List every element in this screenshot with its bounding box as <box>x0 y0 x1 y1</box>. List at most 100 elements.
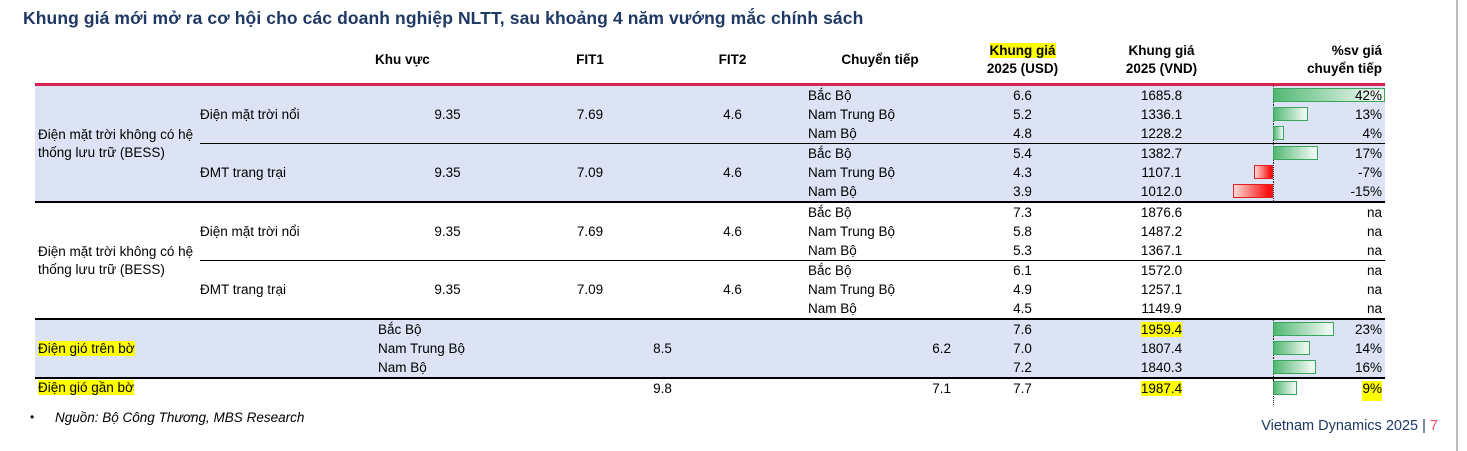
header-usd-line2: 2025 (USD) <box>986 60 1059 76</box>
vnd-value: 1107.1 <box>1141 165 1182 180</box>
region-cell: Nam Trung Bộ <box>378 341 466 356</box>
usd-value-cell: 7.3 <box>1013 205 1032 220</box>
pct-value: 13% <box>1354 107 1382 122</box>
subtype-label: ĐMT trang trại <box>200 165 287 180</box>
group-label-cell: Điện gió trên bờ <box>35 319 375 379</box>
pct-axis-line <box>1273 163 1274 182</box>
vnd-value: 1367.1 <box>1140 243 1183 258</box>
subtype-label: Điện mặt trời nổi <box>200 224 300 239</box>
vnd-value-cell: 1685.8 <box>1090 85 1233 106</box>
pct-bar-cell: -7% <box>1233 163 1385 182</box>
header-vnd-line1: Khung giá <box>1128 42 1195 58</box>
fit2-value-cell: 7.69 <box>520 84 660 144</box>
pct-value: 42% <box>1354 88 1382 103</box>
subtype-label-cell: ĐMT trang trại <box>200 260 375 320</box>
subtype-label: Điện mặt trời nổi <box>200 107 300 122</box>
vnd-value: 1257.1 <box>1140 282 1183 297</box>
pct-bar-cell: na <box>1233 299 1385 320</box>
usd-value-cell: 5.8 <box>1013 224 1032 239</box>
fit-merged-value-cell: 9.8 <box>653 381 672 396</box>
vnd-value: 1382.7 <box>1140 146 1183 161</box>
fit1-value-cell: 9.35 <box>375 260 520 320</box>
slide-right-border <box>1456 0 1458 451</box>
vnd-value: 1987.4 <box>1140 381 1183 396</box>
pct-bar-cell: na <box>1233 280 1385 299</box>
pct-bar-cell: na <box>1233 202 1385 222</box>
vnd-value: 1876.6 <box>1140 205 1183 220</box>
vnd-value: 1685.8 <box>1140 88 1183 103</box>
bullet-icon: • <box>30 410 35 424</box>
region-cell: Nam Bộ <box>805 124 955 144</box>
header-chuyen-tiep: Chuyển tiếp <box>805 36 955 86</box>
pct-bar-cell: 14% <box>1233 339 1385 358</box>
group-label-cell: Điện gió gần bờ <box>35 378 375 405</box>
header-group-spacer <box>35 36 200 86</box>
subtype-label-cell: ĐMT trang trại <box>200 143 375 203</box>
region-cell: Nam Trung Bộ <box>808 165 896 180</box>
usd-value-cell: 7.2 <box>955 358 1090 379</box>
region-cell: Bắc Bộ <box>808 88 852 103</box>
source-note: • Nguồn: Bộ Công Thương, MBS Research <box>30 410 304 425</box>
vnd-value: 1572.0 <box>1140 263 1183 278</box>
header-subtype-spacer <box>200 36 375 86</box>
table-row: Nam Trung Bộ 4.9 1257.1 na <box>35 280 1385 299</box>
usd-value-cell: 3.9 <box>955 182 1090 203</box>
transition-value-cell: 4.6 <box>660 143 805 203</box>
fit1-value-cell: 9.35 <box>375 202 520 261</box>
usd-value-cell: 7.7 <box>1013 381 1032 396</box>
header-vnd-line2: 2025 (VND) <box>1125 60 1198 76</box>
subtype-label-cell: Điện mặt trời nổi <box>200 84 375 144</box>
vnd-value-cell: 1840.3 <box>1090 358 1233 379</box>
vnd-value: 1336.1 <box>1140 107 1183 122</box>
vnd-value-cell: 1807.4 <box>1090 339 1233 358</box>
pct-data-bar <box>1254 165 1273 179</box>
pct-value: na <box>1366 205 1382 220</box>
pct-bar-cell: 16% <box>1233 358 1385 379</box>
vnd-value-cell: 1367.1 <box>1090 241 1233 261</box>
fit1-value-cell: 9.35 <box>375 143 520 203</box>
table-row: Điện mặt trời không có hệ thống lưu trữ … <box>35 202 1385 320</box>
vnd-value: 1840.3 <box>1140 360 1183 375</box>
pct-data-bar <box>1273 360 1316 374</box>
vnd-value-cell: 1487.2 <box>1090 222 1233 241</box>
pct-value: 17% <box>1354 146 1382 161</box>
region-cell: Nam Trung Bộ <box>808 224 896 239</box>
region-cell: Nam Bộ <box>805 241 955 261</box>
pct-bar-cell: 42% <box>1233 85 1385 105</box>
transition-value-cell: 4.6 <box>660 202 805 261</box>
usd-value-cell: 4.9 <box>1013 282 1032 297</box>
pct-data-bar <box>1273 126 1284 140</box>
usd-value-cell: 7.0 <box>1013 341 1032 356</box>
table-row: Nam Bộ 5.3 1367.1 na <box>35 241 1385 261</box>
fit2-value-cell: 7.09 <box>520 143 660 203</box>
price-table: Khu vực FIT1 FIT2 Chuyển tiếp Khung giá … <box>35 36 1385 405</box>
header-khung-gia-vnd: Khung giá 2025 (VND) <box>1090 36 1233 86</box>
header-pct-line2: chuyển tiếp <box>1306 60 1382 76</box>
region-cell: Nam Bộ <box>805 299 955 320</box>
pct-bar-cell: na <box>1233 261 1385 281</box>
region-cell: Bắc Bộ <box>808 205 852 220</box>
region-cell: Bắc Bộ <box>808 263 852 278</box>
table-row: Điện gió gần bờ 9.8 7.1 7.7 1987.4 9% <box>35 378 1385 405</box>
pct-bar-cell: 9% <box>1233 378 1385 405</box>
vnd-value: 1487.2 <box>1140 224 1183 239</box>
group-label: Điện mặt trời không có hệ thống lưu trữ … <box>38 243 194 277</box>
group-label: Điện gió gần bờ <box>38 380 134 395</box>
vnd-value-cell: 1149.9 <box>1090 299 1233 320</box>
vnd-value-cell: 1572.0 <box>1090 261 1233 281</box>
subtype-label: ĐMT trang trại <box>200 282 287 297</box>
header-fit1: FIT1 <box>520 36 660 86</box>
region-cell <box>375 378 520 405</box>
region-cell: Bắc Bộ <box>808 146 852 161</box>
pct-value: 16% <box>1354 360 1382 375</box>
footer-page-number: 7 <box>1429 418 1438 434</box>
header-fit2: FIT2 <box>660 36 805 86</box>
table-row: Nam Bộ 4.5 1149.9 na <box>35 299 1385 320</box>
pct-value: -15% <box>1350 184 1382 199</box>
pct-bar-cell: 23% <box>1233 319 1385 339</box>
header-usd-line1-highlight: Khung giá <box>989 42 1056 58</box>
region-cell: Nam Trung Bộ <box>808 107 896 122</box>
pct-bar-cell: 17% <box>1233 144 1385 163</box>
region-cell: Nam Trung Bộ <box>808 282 896 297</box>
pct-value: 9% <box>1362 381 1382 396</box>
